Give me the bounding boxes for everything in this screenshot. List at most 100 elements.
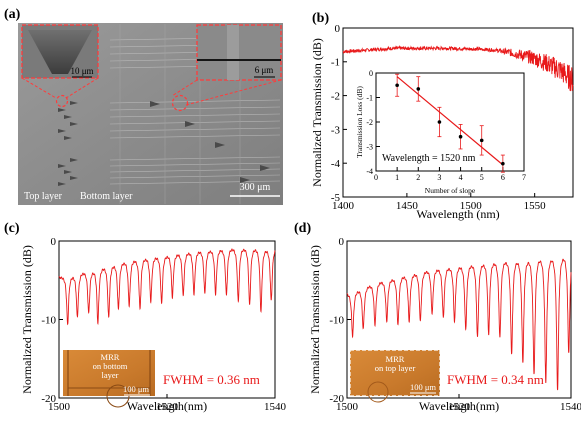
x-tick-label: 1500 xyxy=(336,401,359,413)
mrr-image-d: MRR on top layer 100 μm xyxy=(349,349,441,403)
y-tick-label: -1 xyxy=(331,57,340,69)
sem-taper-mark xyxy=(58,182,66,186)
sem-waveguide-line xyxy=(109,174,281,179)
sem-taper-mark xyxy=(70,158,78,162)
panel-b-label: (b) xyxy=(312,11,329,26)
panel-d: (d) 1500 1520 1540 -20 -10 0 Wavelength(nm) Nor… xyxy=(294,221,581,413)
mrr-ring-d xyxy=(367,381,389,403)
y-tick-label: -10 xyxy=(41,314,56,326)
panel-a-label: (a) xyxy=(4,7,21,22)
sem-taper-mark xyxy=(70,122,78,126)
panel-c-label: (c) xyxy=(4,221,20,236)
y-tick-label: 0 xyxy=(335,23,341,35)
sem-waveguide-line xyxy=(109,134,281,139)
sem-taper-mark xyxy=(240,177,250,183)
x-tick-label: 7 xyxy=(522,173,526,182)
zoom-circle-right xyxy=(171,94,189,112)
y-tick-label: -5 xyxy=(331,192,341,204)
inset-right-scale: 6 μm xyxy=(255,65,274,75)
mrr-image-c: MRR on bottom layer 100 μm xyxy=(63,350,155,408)
panel-d-label: (d) xyxy=(294,221,311,236)
y-tick-label: -2 xyxy=(331,90,340,102)
zoom-circle-left xyxy=(55,94,69,108)
mrr-label-line: MRR xyxy=(386,354,405,364)
data-point xyxy=(416,87,421,91)
panel-a: (a) 10 μm xyxy=(4,7,283,205)
sem-taper-mark xyxy=(58,129,66,133)
x-tick-label: 1540 xyxy=(264,401,287,413)
series-line xyxy=(58,248,276,326)
data-point xyxy=(479,138,484,143)
chart-b-inset: 0 1 2 3 4 5 6 7 -4 -3 -2 -1 0 Number of slope Transmis… xyxy=(355,69,526,195)
top-layer-label: Top layer xyxy=(24,191,63,202)
x-tick-label: 2 xyxy=(416,173,420,182)
inset-right-pillar xyxy=(227,25,239,80)
x-axis-label: Wavelength(nm) xyxy=(127,399,207,413)
inset-bg xyxy=(376,73,524,171)
sem-taper-mark xyxy=(260,165,270,171)
y-tick-label: 0 xyxy=(51,236,57,248)
zoom-line-left-2 xyxy=(65,77,99,99)
mrr-label-line: layer xyxy=(102,370,119,380)
series-line xyxy=(342,44,574,92)
plot-frame xyxy=(342,27,574,198)
zoom-line-left-1 xyxy=(21,77,57,99)
y-axis-label: Normalized Transmission (dB) xyxy=(20,245,34,394)
series-line xyxy=(346,258,572,391)
y-tick-label: -20 xyxy=(41,393,56,405)
y-tick-label: -3 xyxy=(331,124,341,136)
data-point xyxy=(437,120,442,124)
chart-c-main: 1500 1520 1540 -20 -10 0 Wavelength(nm) Normali… xyxy=(20,236,287,413)
mrr-image-bg-d xyxy=(350,350,440,396)
x-axis-label: Wavelength(nm) xyxy=(419,399,499,413)
x-tick-label: 1 xyxy=(395,173,399,182)
sem-taper-mark xyxy=(185,121,195,127)
main-scale-label: 300 μm xyxy=(240,182,271,193)
y-axis-label: Transmission Loss (dB) xyxy=(355,86,364,158)
sem-taper-mark xyxy=(64,136,72,140)
taper-cone-shape xyxy=(28,30,92,74)
x-tick-label: 1520 xyxy=(448,401,471,413)
chart-d-main: 1500 1520 1540 -20 -10 0 Wavelength(nm) Normali… xyxy=(308,236,581,413)
sem-waveguide-line xyxy=(109,168,281,173)
x-tick-label: 0 xyxy=(374,173,378,182)
x-tick-label: 1450 xyxy=(396,200,419,212)
sem-taper-mark xyxy=(58,108,66,112)
sem-taper-mark xyxy=(64,170,72,174)
y-axis-label: Normalized Transmission (dB) xyxy=(308,245,322,394)
x-tick-label: 1400 xyxy=(332,200,355,212)
x-tick-label: 1540 xyxy=(560,401,581,413)
y-tick-label: -3 xyxy=(366,142,373,151)
x-tick-label: 1550 xyxy=(524,200,547,212)
mrr-ring-c xyxy=(106,384,130,408)
y-tick-label: -1 xyxy=(366,93,373,102)
sem-taper-mark xyxy=(70,101,78,105)
sem-taper-mark xyxy=(70,176,78,180)
x-tick-label: 3 xyxy=(437,173,441,182)
y-axis-label: Normalized Transmission (dB) xyxy=(310,38,324,187)
y-tick-label: 0 xyxy=(369,69,373,78)
y-tick-label: -4 xyxy=(331,158,341,170)
y-tick-label: -2 xyxy=(366,118,373,127)
data-point xyxy=(395,83,399,88)
mrr-label-d: MRR on top layer xyxy=(375,354,416,373)
mrr-scale-label-d: 100 μm xyxy=(410,382,436,392)
y-tick-label: -20 xyxy=(329,393,344,405)
sem-waveguide-line xyxy=(109,120,281,125)
bottom-layer-label: Bottom layer xyxy=(80,191,133,202)
zoom-line-right-2 xyxy=(185,79,282,106)
x-tick-label: 4 xyxy=(459,173,463,182)
inset-left-scale: 10 μm xyxy=(70,66,93,76)
sem-waveguide-line xyxy=(109,127,281,132)
mrr-label-line: on bottom xyxy=(93,361,128,371)
mrr-label-line: on top layer xyxy=(375,363,416,373)
fit-line xyxy=(396,76,504,166)
x-tick-label: 1500 xyxy=(460,200,483,212)
x-axis-label: Wavelength (nm) xyxy=(416,207,499,221)
x-tick-label: 1500 xyxy=(48,401,71,413)
sem-waveguide-line xyxy=(109,162,281,167)
mrr-label-c: MRR on bottom layer xyxy=(93,352,128,380)
fwhm-annotation: FWHM = 0.34 nm xyxy=(447,372,544,387)
